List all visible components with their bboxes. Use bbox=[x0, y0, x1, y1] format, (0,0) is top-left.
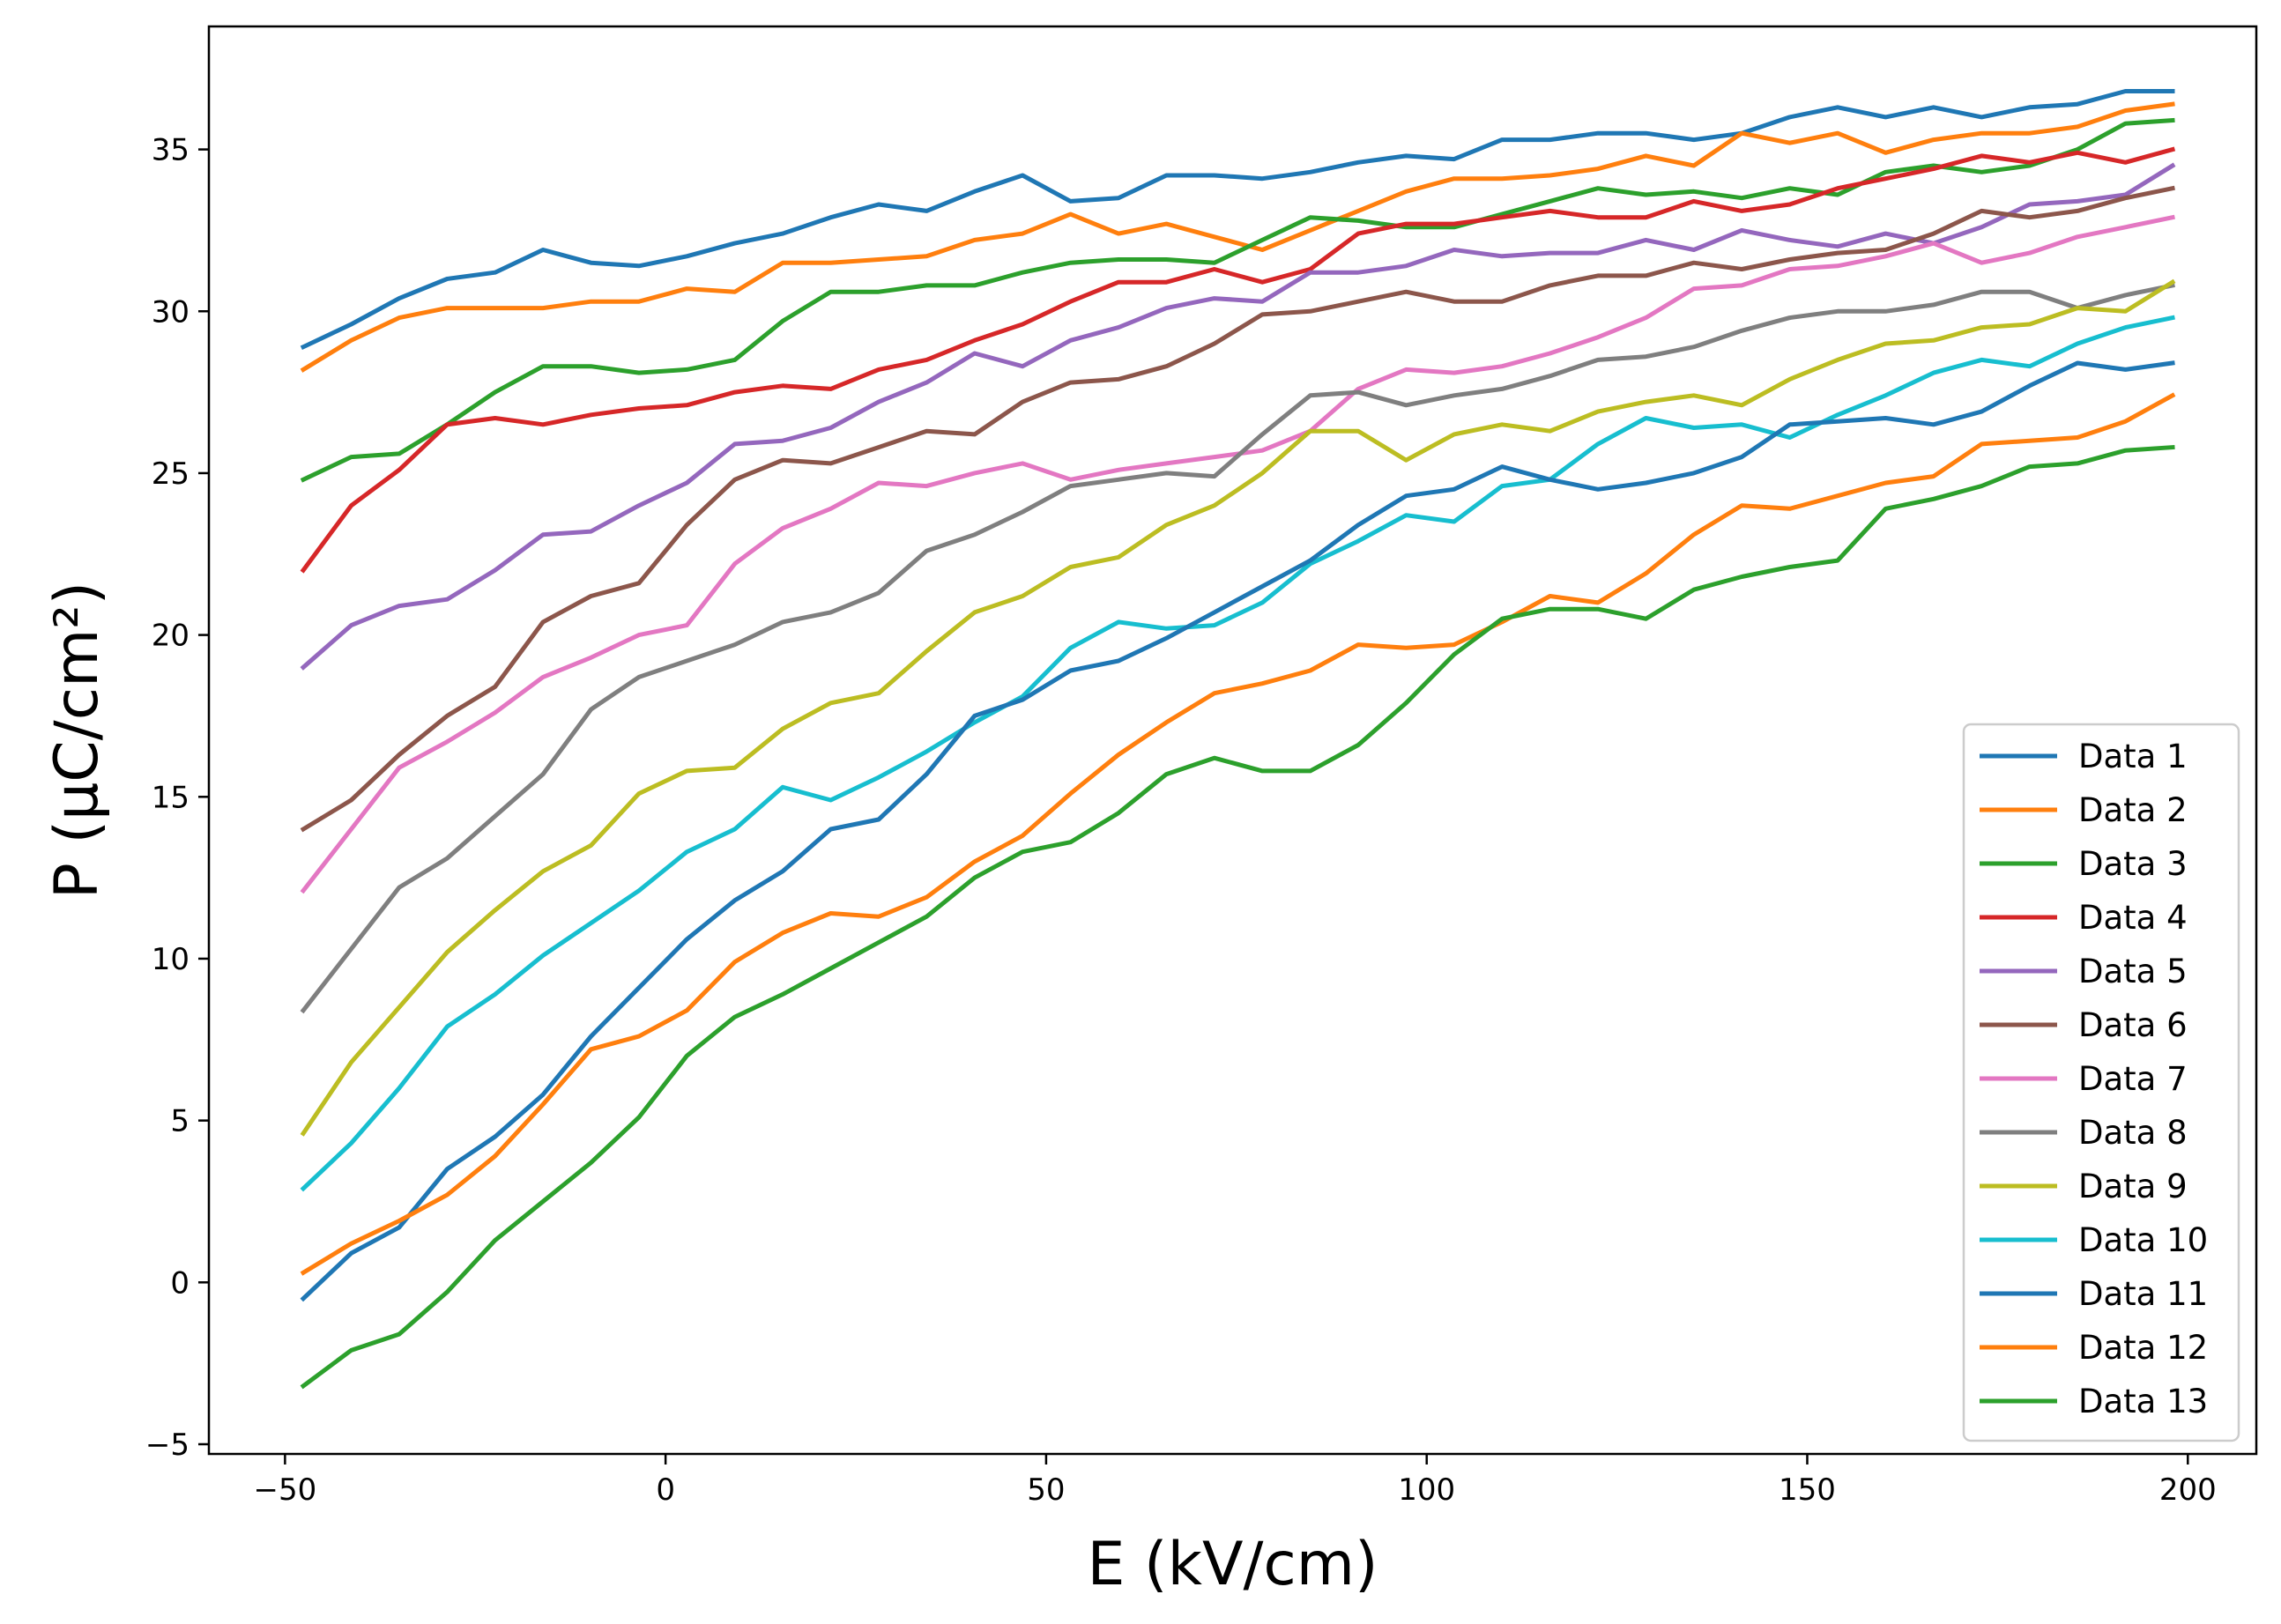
legend: Data 1 Data 2 Data 3 Data 4 Data 5 Data 6 Data… bbox=[1962, 723, 2240, 1442]
x-tick-label: 100 bbox=[1398, 1472, 1455, 1508]
legend-label-6: Data 6 bbox=[2078, 1006, 2188, 1044]
y-tick-label: 0 bbox=[170, 1265, 189, 1301]
y-tick-label: 5 bbox=[170, 1104, 189, 1139]
x-tick-label: −50 bbox=[253, 1472, 316, 1508]
series-line-1 bbox=[300, 89, 2175, 351]
series-line-5 bbox=[300, 162, 2176, 671]
series-line-12 bbox=[300, 392, 2176, 1276]
series-lines bbox=[300, 89, 2176, 1390]
legend-label-12: Data 12 bbox=[2078, 1329, 2208, 1367]
legend-label-9: Data 9 bbox=[2078, 1168, 2188, 1205]
x-tick-label: 0 bbox=[656, 1472, 675, 1508]
series-line-8 bbox=[300, 282, 2175, 1014]
y-tick-label: 10 bbox=[152, 942, 189, 977]
x-tick-label: 200 bbox=[2159, 1472, 2217, 1508]
y-tick-label: 15 bbox=[152, 780, 189, 815]
x-tick-label: 50 bbox=[1027, 1472, 1065, 1508]
series-line-11 bbox=[300, 360, 2175, 1302]
legend-label-8: Data 8 bbox=[2078, 1114, 2188, 1152]
legend-label-11: Data 11 bbox=[2078, 1275, 2208, 1313]
legend-label-10: Data 10 bbox=[2078, 1221, 2208, 1259]
x-tick-label: 150 bbox=[1779, 1472, 1836, 1508]
legend-label-3: Data 3 bbox=[2078, 845, 2188, 883]
series-line-2 bbox=[300, 101, 2175, 373]
y-tick-label: 25 bbox=[152, 456, 189, 492]
legend-label-7: Data 7 bbox=[2078, 1060, 2188, 1098]
series-line-4 bbox=[300, 146, 2176, 574]
y-tick-label: 20 bbox=[152, 619, 189, 654]
y-tick-label: −5 bbox=[145, 1427, 189, 1463]
legend-label-13: Data 13 bbox=[2078, 1383, 2208, 1420]
legend-label-1: Data 1 bbox=[2078, 738, 2188, 775]
series-line-13 bbox=[300, 444, 2175, 1390]
series-line-9 bbox=[300, 278, 2176, 1137]
series-line-10 bbox=[300, 315, 2175, 1192]
series-line-6 bbox=[300, 185, 2175, 833]
y-tick-label: 30 bbox=[152, 294, 189, 330]
y-axis-title: P (μC/cm²) bbox=[42, 582, 112, 899]
legend-label-4: Data 4 bbox=[2078, 899, 2188, 937]
legend-label-2: Data 2 bbox=[2078, 791, 2188, 829]
plot-frame bbox=[207, 25, 2258, 1456]
legend-label-5: Data 5 bbox=[2078, 953, 2188, 990]
y-tick-label: 35 bbox=[152, 133, 189, 168]
legend-box bbox=[1962, 723, 2240, 1442]
x-axis-title: E (kV/cm) bbox=[1087, 1530, 1378, 1599]
